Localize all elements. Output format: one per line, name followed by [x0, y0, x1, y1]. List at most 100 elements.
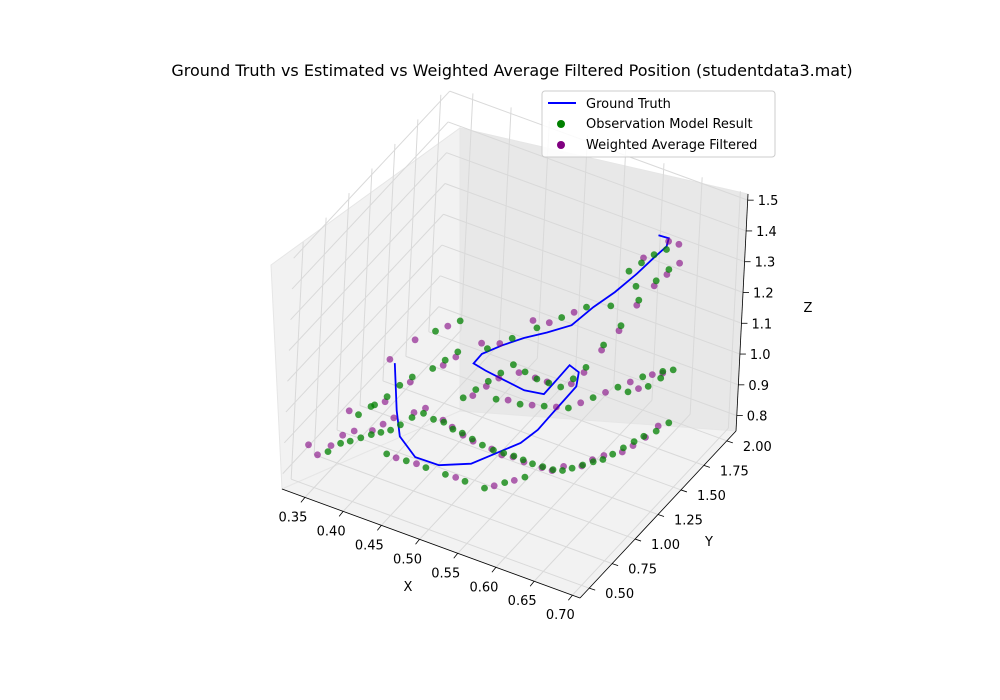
observation-point — [565, 404, 572, 412]
observation-point — [458, 429, 466, 437]
legend-label-observation: Observation Model Result — [586, 117, 753, 132]
observation-point — [490, 446, 497, 454]
z-axis-line — [735, 193, 749, 432]
grid-line-y — [382, 380, 682, 491]
legend-marker-observation — [557, 120, 565, 128]
filtered-point — [528, 401, 536, 409]
grid-line-z — [290, 152, 447, 321]
observation-point — [644, 383, 652, 390]
filtered-point — [392, 454, 400, 462]
legend-marker-filtered — [557, 141, 565, 149]
x-tick-mark — [491, 567, 497, 573]
observation-point — [539, 463, 547, 471]
z-tick-label: 1.0 — [750, 348, 771, 363]
z-tick-label: 1.4 — [756, 225, 777, 240]
observation-point — [549, 466, 557, 474]
filtered-point — [552, 403, 560, 411]
filtered-point — [350, 427, 358, 435]
observation-point — [500, 449, 508, 457]
filtered-point — [676, 259, 683, 267]
filtered-point — [635, 385, 642, 392]
observation-point — [521, 368, 529, 376]
filtered-point — [314, 451, 321, 459]
observation-point — [442, 471, 449, 478]
filtered-point — [504, 396, 512, 404]
x-tick-label: 0.35 — [278, 510, 307, 525]
x-tick-label: 0.70 — [546, 608, 575, 623]
observation-point — [383, 450, 391, 458]
filtered-point — [478, 339, 485, 347]
observation-point — [620, 444, 627, 452]
y-axis-label: Y — [704, 535, 713, 550]
x-tick-label: 0.45 — [355, 538, 384, 553]
x-tick-mark — [529, 580, 535, 587]
z-tick-label: 1.3 — [755, 256, 776, 271]
observation-point — [432, 327, 439, 335]
observation-point — [545, 379, 553, 387]
observation-point — [510, 452, 518, 460]
z-tick-label: 1.1 — [751, 317, 772, 332]
observation-point — [521, 473, 529, 481]
observation-point — [422, 464, 430, 471]
observation-point — [632, 282, 640, 290]
observation-point — [650, 251, 658, 259]
y-tick-mark — [634, 538, 642, 542]
x-tick-label: 0.40 — [317, 524, 346, 539]
grid-line-z — [438, 306, 737, 417]
observation-point — [459, 394, 467, 402]
observation-point — [367, 431, 375, 438]
legend-box — [541, 90, 776, 158]
grid-line-z — [447, 121, 747, 232]
filtered-point — [345, 407, 353, 415]
legend: Ground Truth Observation Model Result We… — [541, 90, 776, 158]
grid-line-y — [291, 478, 590, 589]
observation-point — [397, 421, 404, 429]
observation-point — [377, 429, 385, 436]
filtered-point — [626, 378, 634, 386]
z-tick-label: 0.8 — [747, 410, 768, 425]
y-tick-label: 1.25 — [674, 514, 703, 529]
grid-line-y — [359, 405, 659, 515]
filtered-point — [529, 317, 537, 324]
x-tick-mark — [568, 594, 573, 601]
observation-point — [533, 324, 541, 332]
observation-point — [625, 267, 633, 275]
y-tick-mark — [657, 514, 665, 517]
z-ticks: 0.8 0.9 1.0 1.1 1.2 1.3 1.4 1.5 — [736, 194, 778, 425]
chart-title: Ground Truth vs Estimated vs Weighted Av… — [171, 61, 852, 80]
observation-point — [558, 314, 566, 321]
observation-point — [607, 302, 615, 310]
observation-point — [652, 427, 660, 435]
observation-point — [557, 383, 565, 391]
filtered-point — [305, 441, 312, 449]
observation-point — [501, 479, 509, 486]
observation-point — [346, 437, 354, 445]
z-tick-label: 1.2 — [753, 286, 774, 301]
grid-lines — [282, 90, 748, 596]
z-tick-label: 0.9 — [748, 379, 769, 394]
z-axis-label: Z — [804, 301, 813, 316]
observation-point — [454, 348, 462, 356]
grid-line-y — [428, 331, 727, 442]
observation-point — [440, 418, 448, 426]
observation-point — [367, 403, 375, 410]
observation-point — [472, 386, 480, 393]
observation-point — [614, 383, 622, 391]
observation-point — [449, 425, 457, 433]
observation-point — [582, 364, 590, 371]
grid-line-z — [293, 90, 451, 259]
filtered-point — [515, 369, 523, 376]
observation-point — [355, 411, 362, 419]
filtered-point — [452, 353, 460, 361]
observation-point — [579, 461, 587, 469]
filtered-point — [327, 442, 335, 449]
grid-line-y — [336, 429, 636, 540]
observation-point — [479, 441, 486, 449]
x-axis-label: X — [404, 580, 413, 595]
y-tick-label: 1.75 — [720, 464, 749, 479]
observation-point — [635, 296, 643, 304]
observation-point — [663, 246, 670, 253]
filtered-point — [444, 322, 452, 330]
filtered-point — [439, 361, 447, 369]
observation-point — [468, 435, 476, 443]
